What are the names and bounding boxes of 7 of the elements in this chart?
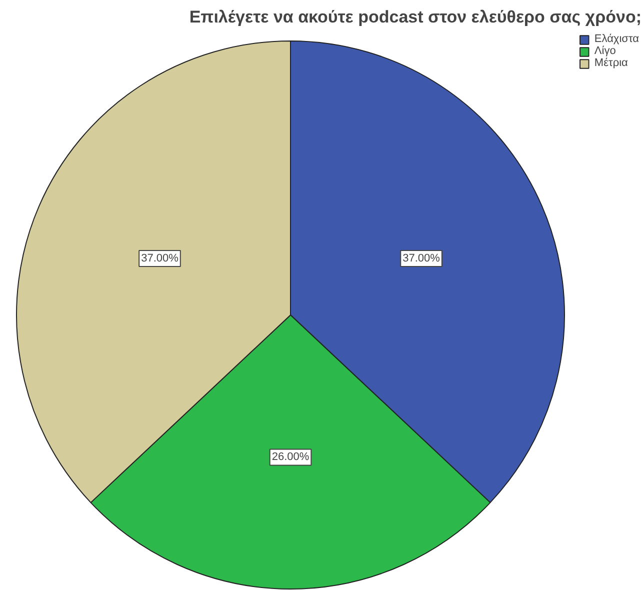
legend-label: Μέτρια — [594, 57, 628, 69]
data-label: 37.00% — [141, 252, 179, 265]
chart-title: Επιλέγετε να ακούτε podcast στον ελεύθερο σας χρόνο; — [189, 8, 641, 26]
legend-label: Λίγο — [594, 45, 616, 57]
legend-label: Ελάχιστα — [594, 33, 639, 45]
data-label: 26.00% — [272, 451, 310, 464]
data-label: 37.00% — [402, 252, 440, 265]
